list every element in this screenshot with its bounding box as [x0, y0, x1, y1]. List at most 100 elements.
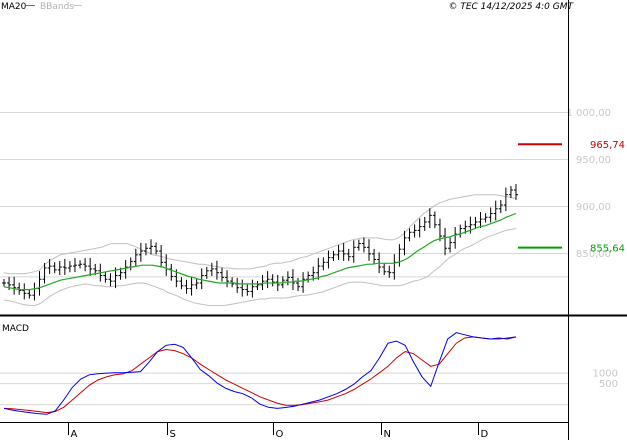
macd-title: MACD — [2, 324, 29, 334]
ohlc-bar — [498, 200, 503, 214]
ohlc-bar — [154, 242, 159, 255]
price-y-tick-label: 900,00 — [576, 202, 611, 213]
ohlc-bar — [285, 271, 290, 286]
ohlc-bar — [189, 276, 194, 296]
ohlc-bar — [72, 258, 77, 273]
ohlc-bar — [402, 230, 407, 256]
ohlc-bar — [412, 224, 417, 238]
ohlc-bar — [184, 279, 189, 294]
ohlc-bar — [179, 277, 184, 290]
ohlc-bar — [2, 279, 6, 287]
ohlc-bar — [209, 262, 214, 276]
price-y-tick-label: 950,00 — [576, 155, 611, 166]
ohlc-bar — [443, 227, 448, 256]
ohlc-bar — [437, 218, 442, 242]
x-tick-label: O — [276, 429, 284, 440]
x-tick-label: S — [170, 429, 176, 440]
ohlc-bar — [62, 258, 67, 275]
macd-line — [3, 332, 517, 415]
macd-y-tick-label: 1000 — [593, 369, 618, 380]
bbands-upper-line — [3, 194, 517, 275]
ohlc-bar — [417, 218, 422, 238]
ohlc-bar — [331, 250, 336, 262]
ohlc-bar — [493, 200, 498, 221]
ohlc-bar — [149, 239, 154, 255]
ohlc-bar — [83, 258, 88, 272]
ohlc-bar — [478, 212, 483, 229]
ohlc-bar — [103, 271, 108, 283]
ohlc-bar — [372, 248, 377, 264]
ohlc-bar — [42, 262, 47, 284]
ohlc-bar — [250, 279, 255, 298]
price-y-tick-label: 850,00 — [576, 249, 611, 260]
ohlc-bar — [12, 276, 17, 295]
macd-y-tick-label: 500 — [599, 379, 618, 390]
ohlc-bar — [235, 277, 240, 293]
ohlc-bar — [326, 250, 331, 269]
ohlc-bar — [290, 269, 295, 290]
ohlc-bar — [448, 237, 453, 253]
ohlc-bar — [108, 273, 113, 287]
ohlc-bar — [88, 257, 93, 276]
ohlc-bar — [346, 248, 351, 261]
ohlc-bar — [143, 243, 148, 256]
ohlc-bar — [159, 245, 164, 268]
ohlc-bar — [113, 267, 118, 289]
ohlc-bar — [138, 242, 143, 262]
ma20-line — [3, 212, 517, 291]
ohlc-bar — [240, 279, 245, 297]
ohlc-bar — [361, 237, 366, 253]
ohlc-bar — [78, 260, 83, 269]
ohlc-bar — [260, 275, 265, 291]
macd-signal-line — [3, 336, 517, 414]
ohlc-bar — [382, 263, 387, 276]
ohlc-bar — [432, 211, 437, 229]
ohlc-bar — [37, 271, 42, 296]
header: MA20 BBands © TEC 14/12/2025 4:0 GMT — [1, 2, 574, 12]
ohlc-bar — [57, 260, 62, 276]
ohlc-bar — [27, 289, 32, 299]
ohlc-bar — [422, 216, 427, 231]
ohlc-bar — [488, 207, 493, 223]
ohlc-bar — [427, 208, 432, 229]
ohlc-bar — [22, 283, 27, 300]
ohlc-bar — [123, 259, 128, 279]
ohlc-bar — [387, 265, 392, 278]
ohlc-bar — [351, 240, 356, 263]
ohlc-bar — [225, 270, 230, 288]
ohlc-bar — [245, 284, 250, 296]
ohlc-bar — [316, 257, 321, 280]
ohlc-bar — [508, 186, 513, 199]
price-y-axis: 1 000,00 950,00 900,00 850,00 — [566, 108, 611, 260]
ohlc-bar — [265, 271, 270, 289]
ohlc-bar — [199, 268, 204, 290]
ohlc-bar — [321, 257, 326, 271]
ohlc-bar — [204, 266, 209, 279]
bbands-legend-label: BBands — [40, 2, 74, 12]
copyright-text: © TEC 14/12/2025 4:0 GMT — [448, 2, 574, 12]
support-level-label: 855,64 — [590, 244, 625, 255]
ohlc-bar — [52, 262, 57, 274]
ohlc-bar — [341, 242, 346, 261]
price-grid — [0, 112, 568, 278]
x-tick-label: A — [71, 429, 78, 440]
ohlc-bar — [306, 271, 311, 283]
ohlc-bar — [392, 254, 397, 280]
ohlc-bar — [407, 228, 412, 242]
price-panel: 1 000,00 950,00 900,00 850,00 965,74 855,64 — [0, 108, 625, 306]
ohlc-bar — [133, 248, 138, 267]
ohlc-bar — [255, 280, 260, 291]
ohlc-bar — [194, 278, 199, 290]
ohlc-bar — [230, 277, 235, 288]
x-tick-label: N — [384, 429, 391, 440]
ohlc-bar — [219, 267, 224, 282]
resistance-level-label: 965,74 — [590, 140, 625, 151]
ohlc-bar — [296, 278, 301, 292]
x-tick-label: D — [481, 429, 489, 440]
ohlc-bar — [32, 282, 37, 301]
ohlc-bar — [17, 282, 22, 295]
